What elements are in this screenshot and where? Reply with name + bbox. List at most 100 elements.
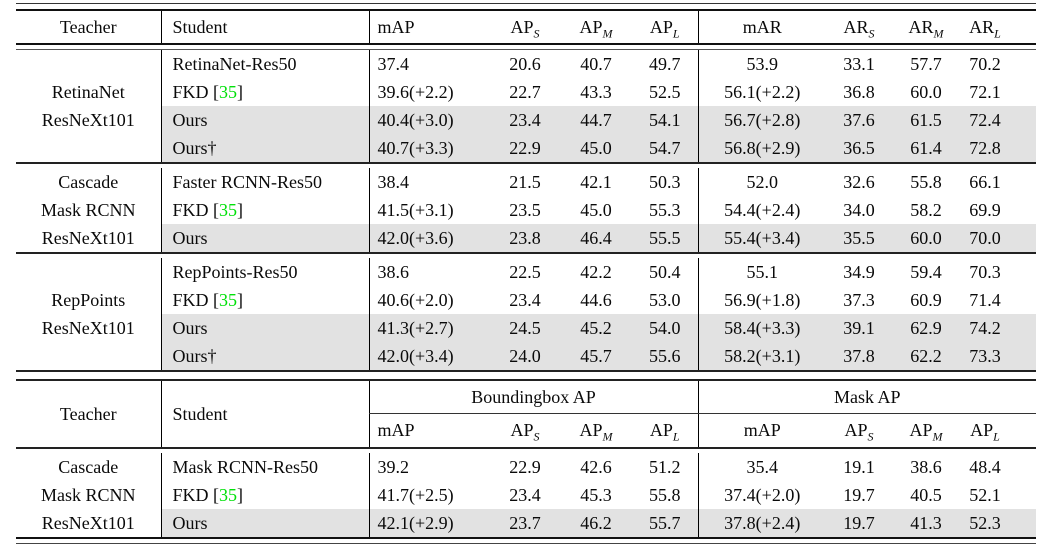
teacher-line: Cascade (58, 457, 119, 477)
metric-cell: 34.0 (843, 199, 875, 220)
metric-cell: 42.2 (580, 261, 612, 282)
metric-cell: 37.8(+2.4) (697, 509, 826, 538)
metric-cell: 41.3(+2.7) (368, 314, 490, 342)
metric-cell: 45.0 (580, 199, 612, 220)
column-header-aps: APS (510, 420, 540, 444)
metric-cell: 37.3 (843, 289, 875, 310)
metric-cell: 45.7 (560, 342, 632, 371)
student-cell: RetinaNet-Res50 (160, 49, 369, 78)
student-cell: FKD [35] (160, 196, 369, 224)
spacer (1010, 342, 1036, 371)
column-header-map: mAP (368, 10, 490, 44)
metric-cell: 45.3 (580, 484, 612, 505)
metric-cell: 37.4(+2.0) (697, 481, 826, 509)
metric-cell: 43.3 (580, 81, 612, 102)
citation-link[interactable]: 35 (219, 484, 238, 505)
table-row: Cascade Mask RCNN ResNeXt101 Mask RCNN-R… (16, 453, 1036, 533)
metric-cell: 40.4(+3.0) (368, 106, 490, 134)
metric-cell: 72.1 (969, 81, 1001, 102)
table-row: RepPoints ResNeXt101 RepPoints-Res50 38.… (16, 258, 1036, 338)
table-row: Ours† 42.0(+3.4) 24.0 45.7 55.6 58.2(+3.… (16, 342, 1036, 371)
table-row: Ours 42.0(+3.6) 23.8 46.4 55.5 55.4(+3.4… (16, 224, 1036, 253)
metric-cell: 58.2 (910, 199, 942, 220)
table-row: Ours 42.1(+2.9) 23.7 46.2 55.7 37.8(+2.4… (16, 509, 1036, 538)
teacher-cell: RetinaNet ResNeXt101 (16, 50, 161, 164)
spacer (1010, 78, 1036, 106)
table-row: FKD [35] 41.5(+3.1) 23.5 45.0 55.3 54.4(… (16, 196, 1036, 224)
column-header-mask-apm: APM (909, 420, 943, 444)
metric-cell: 74.2 (960, 314, 1010, 342)
column-header-arl: ARL (969, 16, 1001, 41)
metric-cell: 70.0 (960, 224, 1010, 253)
metric-cell: 71.4 (969, 289, 1001, 310)
student-cell: Ours† (160, 134, 369, 163)
spacer (1010, 286, 1036, 314)
metric-cell: 36.5 (826, 134, 892, 163)
metric-cell: 58.4(+3.3) (697, 314, 826, 342)
column-header-apl: APL (649, 420, 680, 444)
table-row: Cascade Mask RCNN ResNeXt101 Faster RCNN… (16, 168, 1036, 248)
column-header-ars: ARS (843, 16, 875, 41)
teacher-line: ResNeXt101 (41, 513, 135, 533)
metric-cell: 39.1 (826, 314, 892, 342)
teacher-line: RetinaNet (51, 82, 125, 102)
metric-cell: 50.3 (649, 171, 681, 192)
metric-cell: 34.9 (843, 261, 875, 282)
column-header-map: mAP (368, 413, 490, 448)
metric-cell: 48.4 (969, 456, 1001, 477)
column-header-teacher: Teacher (59, 403, 117, 424)
group-rule (16, 252, 1036, 258)
metric-cell: 56.7(+2.8) (697, 106, 826, 134)
citation-link[interactable]: 35 (219, 81, 238, 102)
metric-cell: 60.0 (892, 224, 960, 253)
metric-cell: 70.2 (969, 53, 1001, 74)
metric-cell: 37.8 (826, 342, 892, 371)
column-header-teacher: Teacher (59, 16, 117, 37)
metric-cell: 55.1 (697, 258, 826, 286)
metric-cell: 36.8 (843, 81, 875, 102)
metric-cell: 52.0 (697, 168, 826, 196)
spacer (1010, 196, 1036, 224)
table-row: RetinaNet ResNeXt101 RetinaNet-Res50 37.… (16, 49, 1036, 130)
metric-cell: 19.1 (843, 456, 875, 477)
spacer (1010, 314, 1036, 342)
metric-cell: 19.7 (843, 484, 875, 505)
metric-cell: 24.5 (490, 314, 560, 342)
student-cell: Ours (160, 224, 369, 253)
metric-cell: 49.7 (649, 53, 681, 74)
header-row-2: Teacher Student Boundingbox AP Mask AP (16, 380, 1036, 448)
metric-cell: 54.1 (632, 106, 698, 134)
teacher-line: RepPoints (51, 290, 126, 310)
metric-cell: 55.6 (632, 342, 698, 371)
table-row: Ours† 40.7(+3.3) 22.9 45.0 54.7 56.8(+2.… (16, 134, 1036, 163)
spacer (1010, 414, 1036, 449)
metric-cell: 60.9 (910, 289, 942, 310)
metric-cell: 41.5(+3.1) (368, 196, 490, 224)
metric-cell: 61.5 (892, 106, 960, 134)
results-table: Teacher Student mAP APS APM APL mAR ARS … (16, 3, 1036, 544)
metric-cell: 58.2(+3.1) (697, 342, 826, 371)
student-cell: Ours (160, 314, 369, 342)
column-header-aps: APS (510, 16, 540, 41)
metric-cell: 72.4 (960, 106, 1010, 134)
student-cell: Ours† (160, 342, 369, 371)
citation-link[interactable]: 35 (219, 199, 238, 220)
metric-cell: 35.4 (697, 453, 826, 481)
metric-cell: 45.2 (560, 314, 632, 342)
metric-cell: 62.9 (892, 314, 960, 342)
metric-cell: 66.1 (969, 171, 1001, 192)
student-cell: FKD [35] (160, 286, 369, 314)
column-header-apm: APM (579, 420, 613, 444)
metric-cell: 37.4 (368, 49, 490, 78)
spacer (1010, 224, 1036, 253)
metric-cell: 55.4(+3.4) (697, 224, 826, 253)
citation-link[interactable]: 35 (219, 289, 238, 310)
metric-cell: 23.7 (490, 509, 560, 538)
table-row: Ours 41.3(+2.7) 24.5 45.2 54.0 58.4(+3.3… (16, 314, 1036, 342)
column-header-student: Student (160, 380, 369, 448)
metric-cell: 56.1(+2.2) (697, 78, 826, 106)
column-header-mask-aps: APS (844, 420, 874, 444)
teacher-line: Cascade (58, 172, 119, 192)
spacer (1010, 453, 1036, 481)
